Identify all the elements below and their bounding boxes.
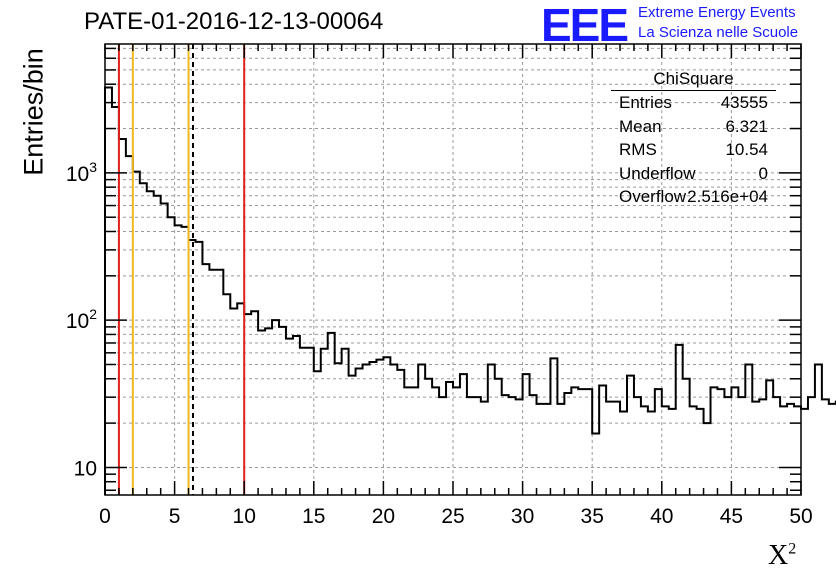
stats-box: ChiSquare Entries 43555 Mean 6.321 RMS 10.54 U… — [611, 68, 776, 209]
y-tick-base: 10 — [74, 457, 97, 480]
stats-row-label: Underflow — [619, 163, 696, 183]
stats-row-label: Overflow — [619, 187, 687, 206]
stats-title: ChiSquare — [611, 68, 776, 91]
y-tick-label: 102 — [66, 306, 97, 333]
x-tick-label: 25 — [441, 505, 464, 528]
stats-row-value: 43555 — [720, 93, 768, 112]
x-tick-label: 30 — [511, 505, 534, 528]
stats-row-label: RMS — [619, 140, 657, 159]
stats-row: Entries 43555 — [611, 91, 776, 115]
x-tick-label: 45 — [720, 505, 743, 528]
x-axis-label: X2 — [768, 540, 797, 571]
stats-row-label: Entries — [619, 93, 672, 112]
x-tick-label: 35 — [581, 505, 604, 528]
x-tick-label: 50 — [789, 505, 812, 528]
eee-logo-text: Extreme Energy Events La Scienza nelle S… — [638, 3, 798, 43]
y-tick-label: 10 — [74, 457, 97, 480]
stats-row: Mean 6.321 — [611, 115, 776, 139]
x-tick-label: 0 — [99, 505, 111, 528]
x-tick-label: 20 — [372, 505, 395, 528]
y-tick-exponent: 2 — [89, 306, 97, 322]
logo-line-1: Extreme Energy Events — [638, 4, 796, 21]
x-tick-label: 40 — [650, 505, 673, 528]
histogram-series — [104, 86, 836, 495]
stats-row-value: 0 — [758, 163, 768, 183]
stats-row: Overflow 2.516e+04 — [611, 185, 776, 209]
eee-logo-mark: EEE — [541, 0, 629, 51]
stats-row-value: 2.516e+04 — [687, 187, 768, 206]
stats-row: Underflow 0 — [611, 162, 776, 186]
x-tick-label: 15 — [302, 505, 325, 528]
y-tick-base: 10 — [66, 163, 89, 186]
stats-row-label: Mean — [619, 116, 662, 136]
x-tick-label: 10 — [233, 505, 256, 528]
logo-line-2: La Scienza nelle Scuole — [638, 24, 799, 41]
stats-row: RMS 10.54 — [611, 138, 776, 162]
y-tick-exponent: 3 — [89, 159, 97, 175]
stats-row-value: 10.54 — [725, 140, 768, 159]
y-tick-base: 10 — [66, 310, 89, 333]
chart-title: PATE-01-2016-12-13-00064 — [84, 8, 384, 35]
y-tick-label: 103 — [66, 159, 97, 186]
x-tick-label: 5 — [169, 505, 181, 528]
stats-row-value: 6.321 — [725, 116, 768, 136]
